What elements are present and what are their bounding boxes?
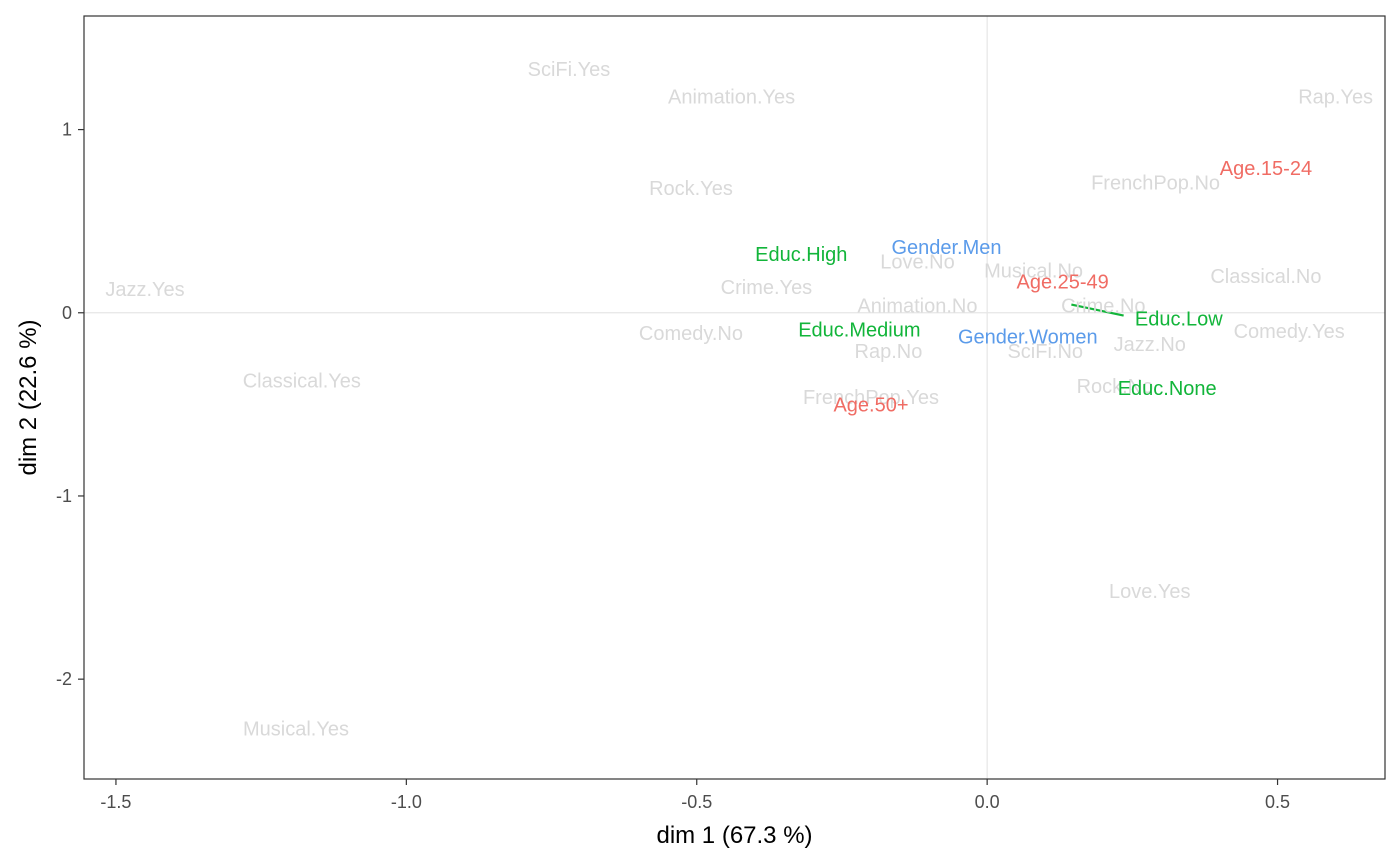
y-tick-label: -2 [56,669,72,689]
y-tick-label: -1 [56,486,72,506]
point-label-rap-no: Rap.No [855,341,923,363]
point-label-gender-men: Gender.Men [891,237,1001,259]
point-label-love-yes: Love.Yes [1109,581,1191,603]
point-label-animation-no: Animation.No [857,295,977,317]
point-label-rap-yes: Rap.Yes [1298,87,1373,109]
point-label-scifi-yes: SciFi.Yes [528,59,611,81]
point-label-educ-high: Educ.High [755,244,847,266]
x-tick-label: 0.5 [1265,792,1290,812]
point-label-comedy-no: Comedy.No [639,323,743,345]
x-tick-label: 0.0 [975,792,1000,812]
point-label-frenchpop-no: FrenchPop.No [1091,173,1220,195]
point-label-rock-yes: Rock.Yes [649,178,733,200]
y-tick-label: 0 [62,303,72,323]
point-label-age-50: Age.50+ [833,394,908,416]
point-label-crime-no: Crime.No [1061,295,1145,317]
point-label-musical-no: Musical.No [984,261,1083,283]
point-label-frenchpop-yes: FrenchPop.Yes [803,387,939,409]
y-axis: -2 -1 0 1 [56,120,84,689]
x-tick-label: -1.5 [100,792,131,812]
point-label-educ-low: Educ.Low [1135,308,1223,330]
point-label-rock-no: Rock.No [1077,376,1154,398]
plot-panel-border [83,15,1386,780]
point-label-comedy-yes: Comedy.Yes [1234,321,1345,343]
point-label-educ-medium: Educ.Medium [798,319,920,341]
point-label-educ-none: Educ.None [1118,378,1217,400]
point-label-animation-yes: Animation.Yes [668,87,795,109]
x-tick-label: -1.0 [391,792,422,812]
point-labels: SciFi.Yes Animation.Yes Rap.Yes Rock.Yes Fre… [105,59,1373,740]
point-label-crime-yes: Crime.Yes [721,277,813,299]
point-label-classical-no: Classical.No [1210,266,1321,288]
point-label-gender-women: Gender.Women [958,327,1098,349]
point-label-love-no: Love.No [880,251,955,273]
point-label-jazz-no: Jazz.No [1114,334,1186,356]
point-label-musical-yes: Musical.Yes [243,719,349,741]
x-tick-label: -0.5 [681,792,712,812]
point-label-age-15-24: Age.15-24 [1220,158,1312,180]
point-label-scifi-no: SciFi.No [1007,341,1083,363]
reference-lines [84,16,1385,779]
y-tick-label: 1 [62,120,72,140]
y-axis-title: dim 2 (22.6 %) [15,319,42,475]
connector-segments [1071,303,1124,317]
point-label-classical-yes: Classical.Yes [243,371,361,393]
x-axis-title: dim 1 (67.3 %) [656,822,812,849]
point-label-jazz-yes: Jazz.Yes [105,279,184,301]
point-label-age-25-49: Age.25-49 [1017,272,1109,294]
connector-segment [1071,303,1124,317]
x-axis: -1.5 -1.0 -0.5 0.0 0.5 [100,779,1290,812]
